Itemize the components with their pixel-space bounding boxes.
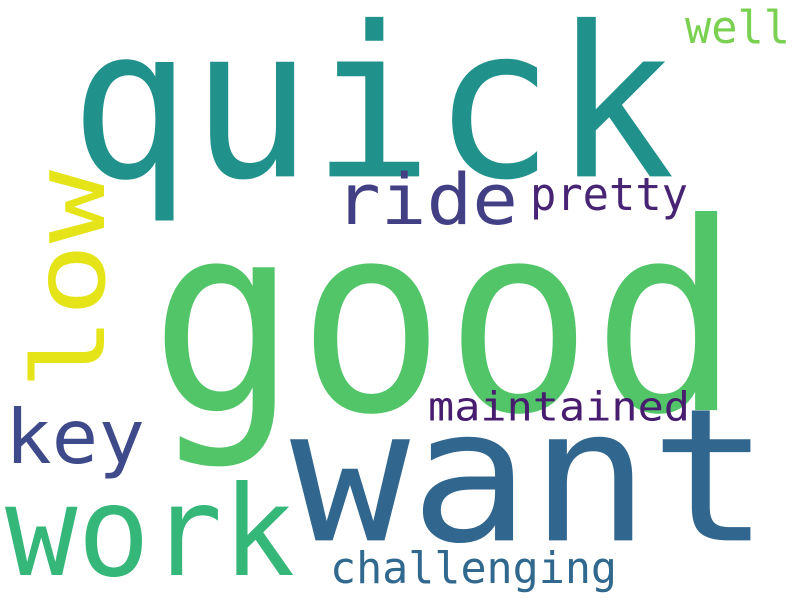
word-key: key <box>5 393 145 481</box>
word-want: want <box>290 368 770 585</box>
word-ride: ride <box>335 158 518 241</box>
word-pretty: pretty <box>530 167 688 221</box>
word-work: work <box>5 458 295 600</box>
word-maintained: maintained <box>428 383 690 431</box>
word-well: well <box>685 0 790 54</box>
word-quick: quick <box>70 0 676 227</box>
word-challenging: challenging <box>330 542 617 594</box>
word-low: low <box>11 170 128 390</box>
word-good: good <box>150 166 740 473</box>
